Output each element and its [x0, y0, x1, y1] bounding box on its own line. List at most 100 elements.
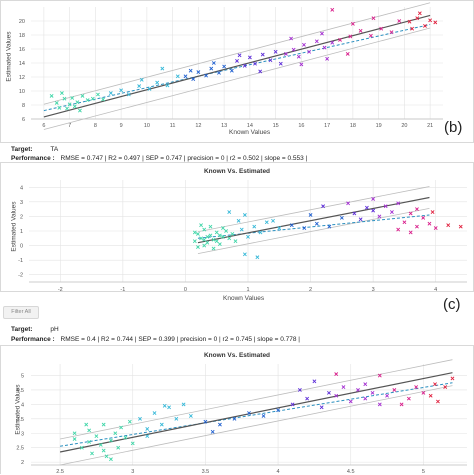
target-label: Target:: [11, 326, 33, 333]
data-point-marker: [217, 242, 222, 247]
data-point-marker: [312, 379, 317, 384]
data-point-marker: [214, 230, 219, 235]
chart-panel-ph-known-vs-estimated: 2.5 3 3.5 4 4.5 5 2 2.5 3 3.5 4 4.5 5 Known Vs. Esti…: [0, 345, 474, 475]
data-point-marker: [214, 239, 219, 244]
data-point-marker: [94, 434, 99, 439]
data-point-marker: [271, 218, 275, 223]
y-tick-label: 3: [20, 200, 23, 206]
data-point-marker: [145, 434, 150, 439]
data-point-marker: [75, 100, 80, 105]
data-point-marker: [325, 56, 330, 61]
data-point-marker: [289, 223, 294, 228]
data-point-marker: [396, 227, 401, 232]
y-tick-label: 6: [22, 117, 25, 123]
y-tick-label: -2: [18, 273, 23, 279]
data-point-marker: [363, 382, 368, 387]
data-point-marker: [196, 70, 201, 75]
y-tick-label: -1: [18, 258, 23, 264]
y-tick-label: 12: [19, 75, 25, 81]
data-point-marker: [415, 224, 419, 229]
data-point-marker: [334, 393, 339, 398]
data-point-marker: [80, 93, 85, 98]
data-point-marker: [101, 448, 106, 453]
data-point-marker: [65, 106, 69, 111]
data-point-marker: [396, 201, 401, 206]
x-tick-label: -2: [58, 287, 63, 293]
x-tick-label: 21: [427, 123, 433, 129]
x-tick-label: 18: [350, 123, 356, 129]
data-point-marker: [126, 92, 131, 97]
data-point-marker: [423, 23, 427, 28]
data-point-marker: [218, 422, 222, 427]
data-point-marker: [410, 26, 415, 31]
performance-label: Performance :: [11, 155, 55, 162]
data-point-marker: [191, 77, 196, 82]
data-point-marker: [233, 239, 238, 244]
data-point-marker: [188, 414, 193, 418]
data-point-marker: [62, 96, 67, 101]
x-tick-label: 3: [372, 287, 375, 293]
data-point-marker: [346, 201, 351, 206]
chart-title: Known Vs. Estimated: [203, 168, 271, 175]
data-point-marker: [289, 36, 293, 41]
data-point-marker: [205, 240, 210, 245]
data-point-marker: [211, 246, 216, 251]
performance-metrics: RMSE = 0.747 | R2 = 0.497 | SEP = 0.747 …: [60, 155, 308, 162]
filter-all-button[interactable]: Filter All: [3, 306, 39, 319]
performance-metrics: RMSE = 0.4 | R2 = 0.744 | SEP = 0.399 | …: [60, 336, 300, 343]
data-point-marker: [436, 399, 440, 404]
target-value: pH: [50, 326, 59, 333]
data-point-marker: [358, 217, 363, 222]
data-point-marker: [277, 226, 282, 231]
data-point-marker: [72, 104, 77, 109]
data-point-marker: [399, 402, 404, 407]
data-point-marker: [145, 427, 150, 431]
data-point-marker: [183, 74, 188, 79]
data-point-marker: [174, 416, 179, 421]
x-tick-label: 12: [195, 123, 201, 129]
x-tick-label: 9: [120, 123, 123, 129]
y-tick-label: 4.5: [16, 388, 24, 394]
data-point-marker: [237, 53, 242, 58]
data-point-marker: [104, 454, 109, 459]
data-point-marker: [210, 429, 215, 434]
data-point-marker: [96, 92, 100, 97]
y-tick-label: 1: [20, 229, 23, 235]
data-point-marker: [247, 55, 252, 60]
y-tick-label: 3: [21, 431, 24, 437]
data-point-marker: [319, 405, 324, 410]
data-point-marker: [224, 229, 229, 233]
x-tick-label: 11: [170, 123, 176, 129]
data-point-marker: [345, 51, 350, 56]
data-point-marker: [108, 91, 113, 96]
data-point-marker: [339, 215, 344, 220]
data-point-marker: [433, 20, 438, 25]
x-axis-label: Known Values: [223, 295, 265, 302]
fitted-trend-line: [43, 24, 431, 112]
data-point-marker: [371, 197, 376, 201]
data-point-marker: [377, 402, 382, 407]
data-point-marker: [255, 255, 260, 260]
data-point-marker: [321, 204, 326, 209]
data-point-marker: [181, 402, 186, 407]
regression-line: [43, 14, 431, 118]
data-point-marker: [202, 227, 207, 232]
data-point-marker: [59, 91, 64, 96]
data-point-marker: [72, 437, 77, 441]
y-axis-label: Estimated Values: [5, 31, 13, 82]
y-tick-label: 2: [20, 214, 23, 220]
data-point-marker: [175, 74, 180, 79]
x-tick-label: 6: [42, 123, 45, 129]
fitted-trend-line: [197, 214, 430, 239]
data-point-marker: [211, 237, 216, 242]
data-point-marker: [246, 234, 250, 239]
data-point-marker: [221, 234, 225, 239]
scatter-plot-3: 2.5 3 3.5 4 4.5 5 2 2.5 3 3.5 4 4.5 5: [16, 359, 467, 475]
data-point-marker: [421, 390, 426, 395]
data-point-marker: [330, 7, 335, 12]
data-point-marker: [302, 42, 306, 47]
data-point-marker: [278, 61, 283, 66]
performance-line-ph: Performance : RMSE = 0.4 | R2 = 0.744 | …: [11, 336, 300, 343]
data-point-marker: [196, 231, 200, 236]
x-tick-label: 2: [309, 287, 312, 293]
